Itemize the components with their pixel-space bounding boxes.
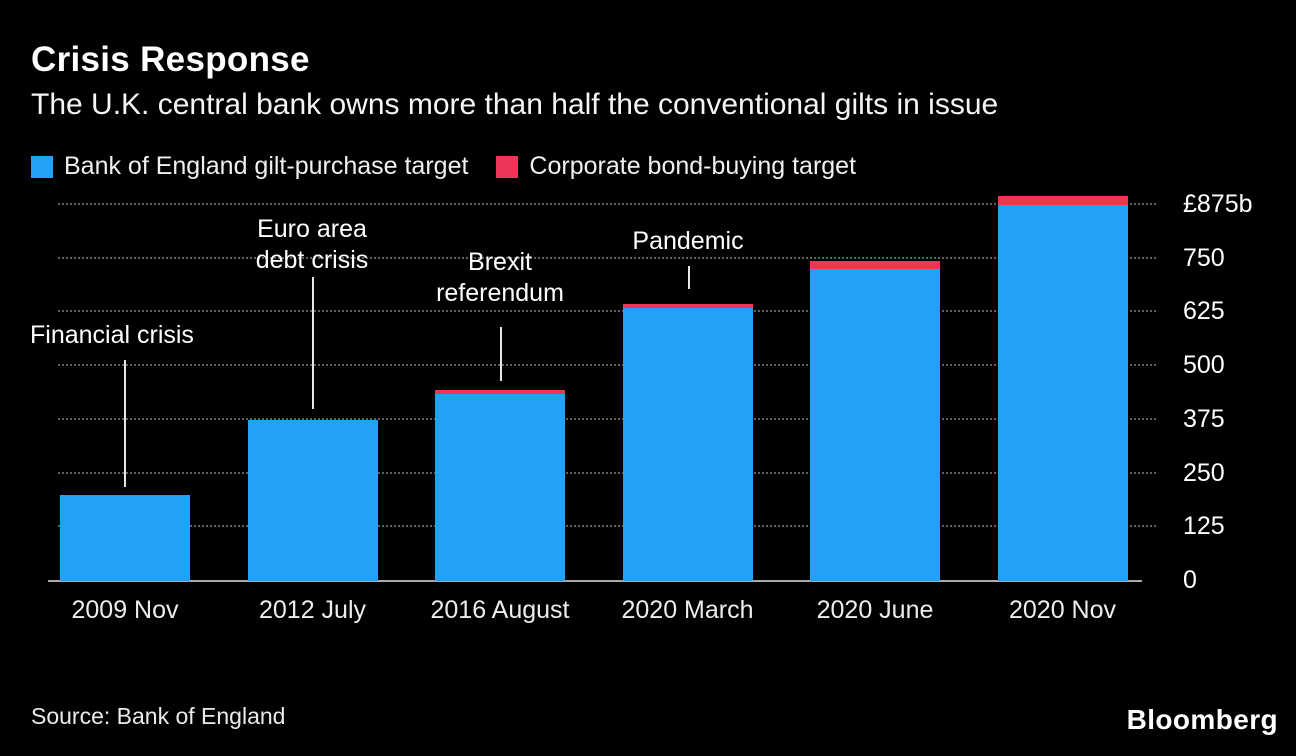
annotation-euro-area: Euro area debt crisis <box>255 215 369 275</box>
gridline <box>58 364 1156 367</box>
gridline <box>58 471 1156 474</box>
legend-swatch-red-icon <box>496 155 519 178</box>
gridline <box>58 256 1156 259</box>
bar-gilt-2012-july <box>247 419 378 581</box>
source-note: Source: Bank of England <box>31 703 286 729</box>
gridline <box>58 203 1156 205</box>
y-tick-label: £875b <box>1183 190 1253 218</box>
annotation-brexit: Brexit referendum <box>436 248 564 308</box>
chart-legend: Bank of England gilt-purchase target Cor… <box>31 152 856 181</box>
x-axis-line <box>48 580 1142 582</box>
y-tick-label: 625 <box>1183 297 1225 326</box>
y-tick-label: 375 <box>1183 404 1225 433</box>
bar-corporate-2020-june <box>810 260 940 270</box>
bar-gilt-2020-june <box>810 269 940 581</box>
legend-item-corporate-target: Corporate bond-buying target <box>496 152 856 181</box>
x-tick-label: 2020 June <box>816 596 934 624</box>
x-tick-label: 2020 March <box>621 596 754 624</box>
bar-corporate-2020-nov <box>997 196 1128 205</box>
annotation-line-financial-crisis <box>124 360 126 487</box>
annotation-line-euro-area <box>312 277 314 409</box>
annotation-pandemic: Pandemic <box>632 227 744 255</box>
gridline <box>58 525 1156 528</box>
bar-corporate-2016-august <box>435 389 565 395</box>
legend-label-gilt-target: Bank of England gilt-purchase target <box>64 152 469 180</box>
x-tick-label: 2020 Nov <box>1008 596 1117 624</box>
bar-gilt-2009-nov <box>60 495 190 581</box>
y-tick-label: 250 <box>1183 458 1225 487</box>
x-tick-label: 2009 Nov <box>71 596 179 624</box>
plot-area: 0 125 250 375 500 625 750 £875b 2009 Nov 2012 Jul… <box>0 190 1296 624</box>
chart-title: Crisis Response <box>31 40 310 79</box>
y-tick-label: 0 <box>1183 566 1197 594</box>
legend-label-corporate-target: Corporate bond-buying target <box>529 152 857 180</box>
chart-subtitle: The U.K. central bank owns more than hal… <box>31 88 999 121</box>
bar-gilt-2020-march <box>622 308 753 581</box>
x-tick-label: 2012 July <box>258 596 367 624</box>
annotation-line-brexit <box>500 327 502 381</box>
bar-gilt-2016-august <box>435 394 565 581</box>
annotation-financial-crisis: Financial crisis <box>30 321 194 349</box>
gridline <box>58 417 1156 420</box>
gridline <box>58 310 1156 313</box>
bar-gilt-2020-nov <box>997 205 1128 581</box>
bar-corporate-2020-march <box>622 303 753 309</box>
legend-item-gilt-target: Bank of England gilt-purchase target <box>31 152 468 181</box>
annotation-line-pandemic <box>688 266 690 289</box>
x-tick-label: 2016 August <box>430 596 570 624</box>
legend-swatch-blue-icon <box>31 155 53 178</box>
bloomberg-logo: Bloomberg <box>1126 704 1278 735</box>
y-tick-label: 750 <box>1183 243 1225 272</box>
y-tick-label: 125 <box>1183 512 1225 541</box>
y-tick-label: 500 <box>1183 351 1225 380</box>
